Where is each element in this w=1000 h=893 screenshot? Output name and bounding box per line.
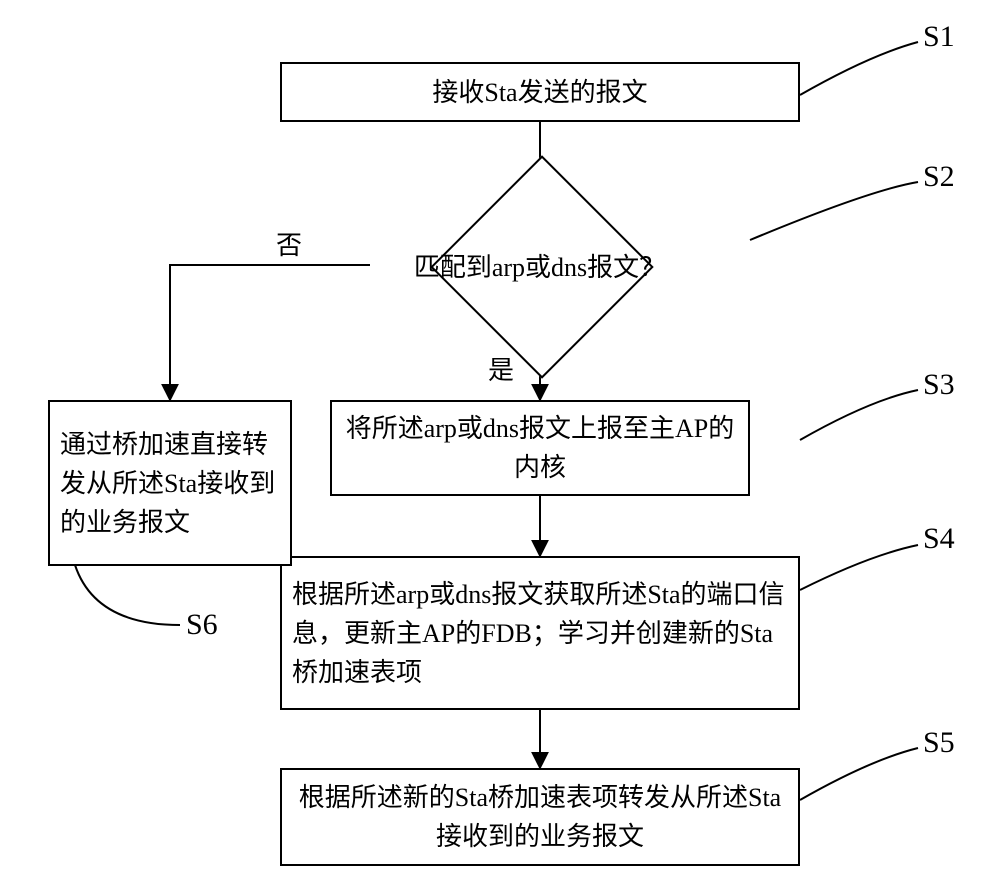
marker-s3: S3 [923,368,955,402]
node-s6-text: 通过桥加速直接转发从所述Sta接收到的业务报文 [60,425,280,542]
node-s1: 接收Sta发送的报文 [280,62,800,122]
node-s4: 根据所述arp或dns报文获取所述Sta的端口信息，更新主AP的FDB；学习并创… [280,556,800,710]
node-s1-text: 接收Sta发送的报文 [432,73,647,112]
marker-s1: S1 [923,20,955,54]
flowchart-canvas: 接收Sta发送的报文 S1 匹配到arp或dns报文？ S2 是 否 将所述ar… [0,0,1000,893]
node-s5: 根据所述新的Sta桥加速表项转发从所述Sta接收到的业务报文 [280,768,800,866]
node-s2: 匹配到arp或dns报文？ [382,238,697,293]
edge-label-yes: 是 [488,350,514,387]
edge-label-no: 否 [276,225,302,262]
marker-s2: S2 [923,160,955,194]
node-s5-text: 根据所述新的Sta桥加速表项转发从所述Sta接收到的业务报文 [292,778,788,856]
node-s6: 通过桥加速直接转发从所述Sta接收到的业务报文 [48,400,292,566]
marker-s5: S5 [923,726,955,760]
node-s3-text: 将所述arp或dns报文上报至主AP的内核 [342,409,738,487]
node-s2-text: 匹配到arp或dns报文？ [414,247,665,284]
marker-s4: S4 [923,522,955,556]
node-s3: 将所述arp或dns报文上报至主AP的内核 [330,400,750,496]
marker-s6: S6 [186,608,218,642]
node-s4-text: 根据所述arp或dns报文获取所述Sta的端口信息，更新主AP的FDB；学习并创… [292,575,788,692]
